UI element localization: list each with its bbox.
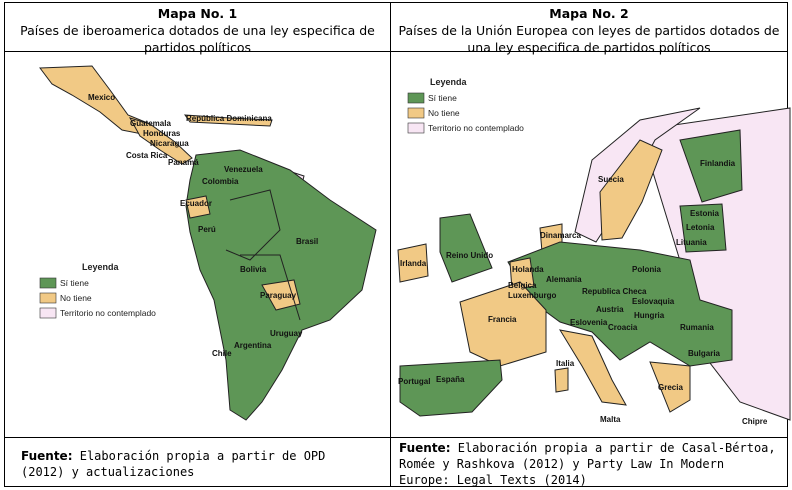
country-label: Panamá xyxy=(168,158,199,167)
country-label: Argentina xyxy=(234,341,272,350)
legend-label: Territorio no contemplado xyxy=(60,308,156,318)
map-title: Mapa No. 2 xyxy=(549,6,629,21)
source: Fuente: Elaboración propia a partir de C… xyxy=(391,438,787,490)
country-label: Grecia xyxy=(658,383,683,392)
legend-title: Leyenda xyxy=(82,262,120,272)
country-label: Mexico xyxy=(88,93,115,102)
country-label: Reino Unido xyxy=(446,251,493,260)
country-label: Irlanda xyxy=(400,259,427,268)
country-label: Luxemburgo xyxy=(508,291,557,300)
legend-swatch xyxy=(407,92,425,104)
country-label: Malta xyxy=(600,415,621,424)
country-label: Bulgaria xyxy=(688,349,721,358)
country-label: Dinamarca xyxy=(540,231,581,240)
country-label: Colombia xyxy=(202,177,239,186)
header: Mapa No. 1 Países de iberoamerica dotado… xyxy=(5,3,390,55)
legend-label: No tiene xyxy=(428,108,460,118)
country-label: Alemania xyxy=(546,275,582,284)
map-subtitle: Países de la Unión Europea con leyes de … xyxy=(398,23,780,55)
legend-swatch xyxy=(407,107,425,119)
country-label: Rumania xyxy=(680,323,714,332)
country-label: Francia xyxy=(488,315,517,324)
map-1-shapes xyxy=(39,65,377,421)
country-label: Guatemala xyxy=(130,119,171,128)
country-label: Republica Checa xyxy=(582,287,647,296)
country-label: Suecia xyxy=(598,175,624,184)
country-label: Costa Rica xyxy=(126,151,168,160)
country-label: Croacia xyxy=(608,323,638,332)
country-label: Brasil xyxy=(296,237,318,246)
legend-swatch xyxy=(39,307,57,319)
country-label: Portugal xyxy=(398,377,430,386)
country-label: Ecuador xyxy=(180,199,212,208)
legend-label: No tiene xyxy=(60,293,92,303)
country-label: República Dominicana xyxy=(186,114,272,123)
country-label: Estonia xyxy=(690,209,719,218)
map-title: Mapa No. 1 xyxy=(157,6,238,21)
source-label: Fuente: xyxy=(399,441,451,455)
source-label: Fuente: xyxy=(21,449,73,463)
country-label: España xyxy=(436,375,465,384)
legend-label: Territorio no contemplado xyxy=(428,123,524,133)
country-label: Perú xyxy=(198,225,216,234)
source-text: Elaboración propia a partir de OPD (2012… xyxy=(21,449,326,479)
country-label: Chile xyxy=(212,349,232,358)
source: Fuente: Elaboración propia a partir de O… xyxy=(5,444,390,484)
legend-label: Sí tiene xyxy=(60,278,89,288)
country-label: Nicaragua xyxy=(150,139,189,148)
country-label: Eslovenia xyxy=(570,318,608,327)
source-text: Elaboración propia a partir de Casal-Bér… xyxy=(399,441,776,487)
table-border xyxy=(4,2,788,487)
map-subtitle: Países de iberoamerica dotados de una le… xyxy=(20,23,375,55)
country-label: Polonia xyxy=(632,265,661,274)
country-label: Honduras xyxy=(143,129,181,138)
country-label: Austria xyxy=(596,305,624,314)
map-2-shapes xyxy=(397,107,791,421)
country-label: Bolivia xyxy=(240,265,267,274)
country-label: Chipre xyxy=(742,417,768,426)
country-label: Finlandia xyxy=(700,159,736,168)
country-label: Lituania xyxy=(676,238,707,247)
legend-swatch xyxy=(39,277,57,289)
country-label: Eslovaquia xyxy=(632,297,675,306)
legend-label: Sí tiene xyxy=(428,93,457,103)
header: Mapa No. 2 Países de la Unión Europea co… xyxy=(391,3,787,55)
country-label: Belgica xyxy=(508,281,537,290)
country-label: Uruguay xyxy=(270,329,303,338)
country-label: Venezuela xyxy=(224,165,263,174)
legend-title: Leyenda xyxy=(430,77,468,87)
country-label: Paraguay xyxy=(260,291,297,300)
country-label: Holanda xyxy=(512,265,544,274)
legend-swatch xyxy=(407,122,425,134)
country-label: Letonia xyxy=(686,223,715,232)
country-label: Italia xyxy=(556,359,575,368)
legend-swatch xyxy=(39,292,57,304)
country-label: Hungria xyxy=(634,311,665,320)
